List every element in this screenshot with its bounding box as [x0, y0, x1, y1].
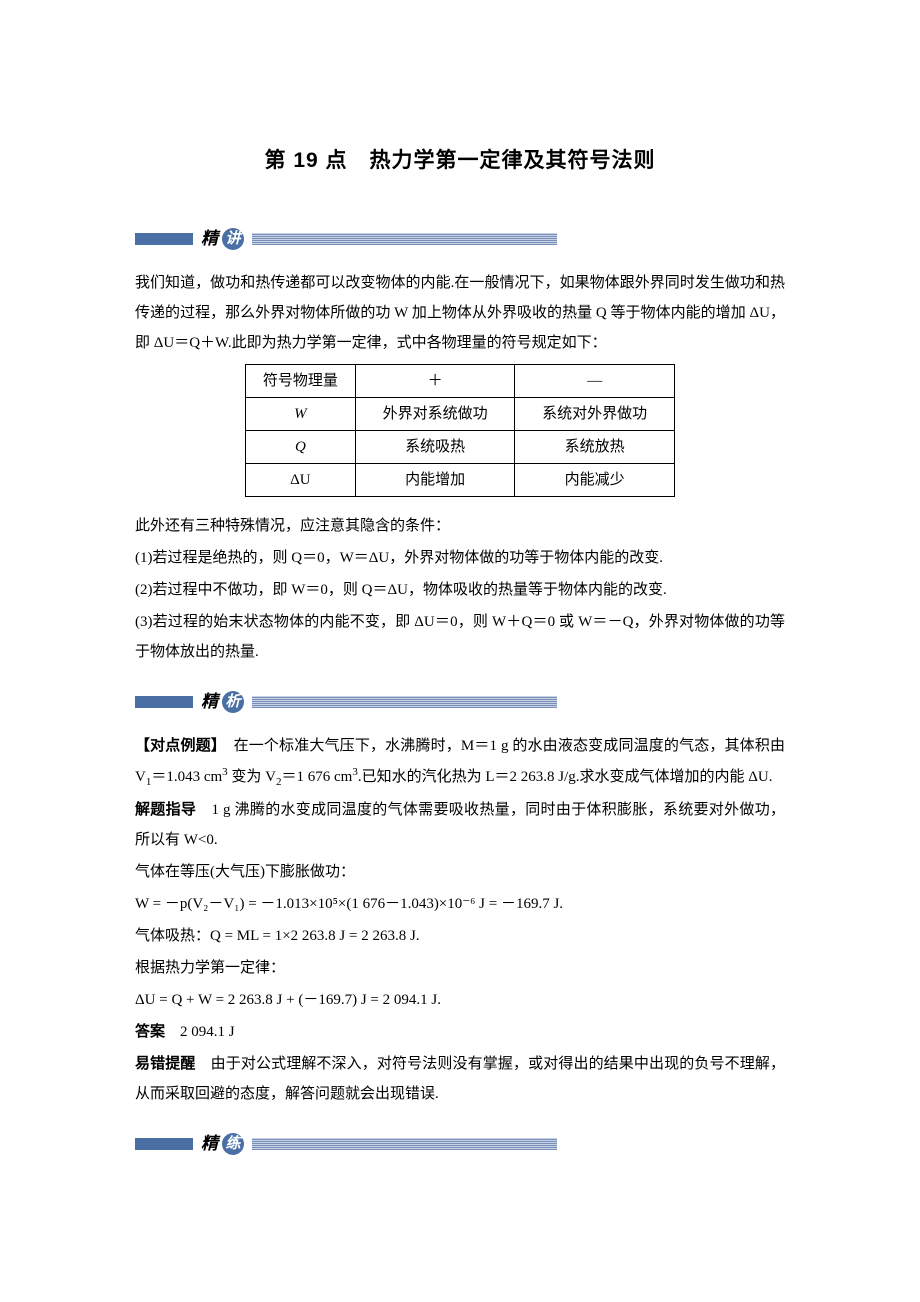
- table-cell: 内能减少: [515, 464, 675, 497]
- jing-label: 精: [201, 685, 218, 719]
- example-mid: 变为 V: [228, 769, 276, 785]
- calc-line: 气体吸热：Q = ML = 1×2 263.8 J = 2 263.8 J.: [135, 921, 785, 951]
- hatch-bar-icon: [252, 696, 557, 708]
- jing-label: 精: [201, 1127, 218, 1161]
- answer-text: 2 094.1 J: [165, 1024, 235, 1040]
- case-line: (1)若过程是绝热的，则 Q＝0，W＝ΔU，外界对物体做的功等于物体内能的改变.: [135, 543, 785, 573]
- table-cell: 外界对系统做功: [355, 398, 515, 431]
- warn-label: 易错提醒: [135, 1055, 195, 1072]
- section-head-jingjiang: 精 讲: [135, 222, 785, 256]
- answer-label: 答案: [135, 1023, 165, 1040]
- hatch-bar-icon: [252, 233, 557, 245]
- jiang-circle-icon: 讲: [222, 228, 244, 250]
- hatch-bar-icon: [252, 1138, 557, 1150]
- calc-line: 气体在等压(大气压)下膨胀做功：: [135, 857, 785, 887]
- calc-line: W = －p(V₂－V₁) = －1.013×10⁵×(1 676－1.043)…: [135, 889, 785, 919]
- table-cell: 内能增加: [355, 464, 515, 497]
- blue-bar-icon: [135, 1138, 193, 1150]
- example-label: 【对点例题】: [135, 737, 218, 754]
- section-head-jinglian: 精 练: [135, 1127, 785, 1161]
- intro-paragraph: 我们知道，做功和热传递都可以改变物体的内能.在一般情况下，如果物体跟外界同时发生…: [135, 268, 785, 358]
- table-cell: Q: [246, 431, 356, 464]
- table-cell: 系统对外界做功: [515, 398, 675, 431]
- table-cell: ΔU: [246, 464, 356, 497]
- xi-circle-icon: 析: [222, 691, 244, 713]
- answer-block: 答案 2 094.1 J: [135, 1017, 785, 1047]
- page-title: 第 19 点 热力学第一定律及其符号法则: [135, 140, 785, 182]
- case-line: (2)若过程中不做功，即 W＝0，则 Q＝ΔU，物体吸收的热量等于物体内能的改变…: [135, 575, 785, 605]
- sign-convention-table: 符号物理量＋— W外界对系统做功系统对外界做功 Q系统吸热系统放热 ΔU内能增加内能减…: [245, 364, 675, 497]
- blue-bar-icon: [135, 233, 193, 245]
- table-cell: 系统吸热: [355, 431, 515, 464]
- calc-line: ΔU = Q + W = 2 263.8 J + (－169.7) J = 2 …: [135, 985, 785, 1015]
- guide-label: 解题指导: [135, 801, 196, 818]
- table-header-cell: —: [515, 365, 675, 398]
- section-head-jingxi: 精 析: [135, 685, 785, 719]
- v1-val: ＝1.043 cm: [151, 769, 222, 785]
- table-header-cell: ＋: [355, 365, 515, 398]
- extra-intro: 此外还有三种特殊情况，应注意其隐含的条件：: [135, 511, 785, 541]
- table-header-cell: 符号物理量: [246, 365, 356, 398]
- example-block: 【对点例题】 在一个标准大气压下，水沸腾时，M＝1 g 的水由液态变成同温度的气…: [135, 731, 785, 793]
- warn-text: 由于对公式理解不深入，对符号法则没有掌握，或对得出的结果中出现的负号不理解，从而…: [135, 1056, 785, 1102]
- table-cell: W: [246, 398, 356, 431]
- warn-block: 易错提醒 由于对公式理解不深入，对符号法则没有掌握，或对得出的结果中出现的负号不…: [135, 1049, 785, 1109]
- blue-bar-icon: [135, 696, 193, 708]
- guide-block: 解题指导 1 g 沸腾的水变成同温度的气体需要吸收热量，同时由于体积膨胀，系统要…: [135, 795, 785, 855]
- jing-label: 精: [201, 222, 218, 256]
- case-line: (3)若过程的始末状态物体的内能不变，即 ΔU＝0，则 W＋Q＝0 或 W＝－Q…: [135, 607, 785, 667]
- v2-val: ＝1 676 cm: [282, 769, 353, 785]
- table-cell: 系统放热: [515, 431, 675, 464]
- guide-text: 1 g 沸腾的水变成同温度的气体需要吸收热量，同时由于体积膨胀，系统要对外做功，…: [135, 802, 785, 848]
- example-tail: .已知水的汽化热为 L＝2 263.8 J/g.求水变成气体增加的内能 ΔU.: [358, 769, 773, 785]
- lian-circle-icon: 练: [222, 1133, 244, 1155]
- calc-line: 根据热力学第一定律：: [135, 953, 785, 983]
